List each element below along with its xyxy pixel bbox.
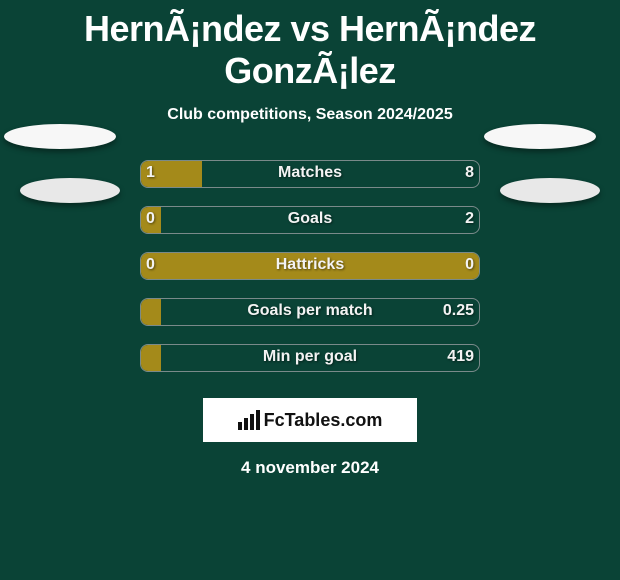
player-photo-left-2 bbox=[20, 178, 120, 203]
bars-chart-icon bbox=[238, 410, 260, 430]
right-value: 8 bbox=[465, 164, 474, 182]
stat-label: Goals bbox=[140, 210, 480, 228]
stat-label: Matches bbox=[140, 164, 480, 182]
stat-label: Hattricks bbox=[140, 256, 480, 274]
date-label: 4 november 2024 bbox=[0, 458, 620, 478]
brand-logo-box: FcTables.com bbox=[203, 398, 417, 442]
right-value: 2 bbox=[465, 210, 474, 228]
stat-row-goals: 0 Goals 2 bbox=[0, 206, 620, 252]
right-value: 0.25 bbox=[443, 302, 474, 320]
right-value: 419 bbox=[447, 348, 474, 366]
right-value: 0 bbox=[465, 256, 474, 274]
stat-row-mpg: Min per goal 419 bbox=[0, 344, 620, 390]
page-title: HernÃ¡ndez vs HernÃ¡ndez GonzÃ¡lez bbox=[0, 0, 620, 92]
brand-logo: FcTables.com bbox=[238, 410, 383, 431]
stat-row-gpm: Goals per match 0.25 bbox=[0, 298, 620, 344]
player-photo-left-1 bbox=[4, 124, 116, 149]
stat-label: Min per goal bbox=[140, 348, 480, 366]
stat-label: Goals per match bbox=[140, 302, 480, 320]
stat-row-hattricks: 0 Hattricks 0 bbox=[0, 252, 620, 298]
brand-text: FcTables.com bbox=[264, 410, 383, 431]
page-subtitle: Club competitions, Season 2024/2025 bbox=[0, 106, 620, 124]
player-photo-right-1 bbox=[484, 124, 596, 149]
player-photo-right-2 bbox=[500, 178, 600, 203]
